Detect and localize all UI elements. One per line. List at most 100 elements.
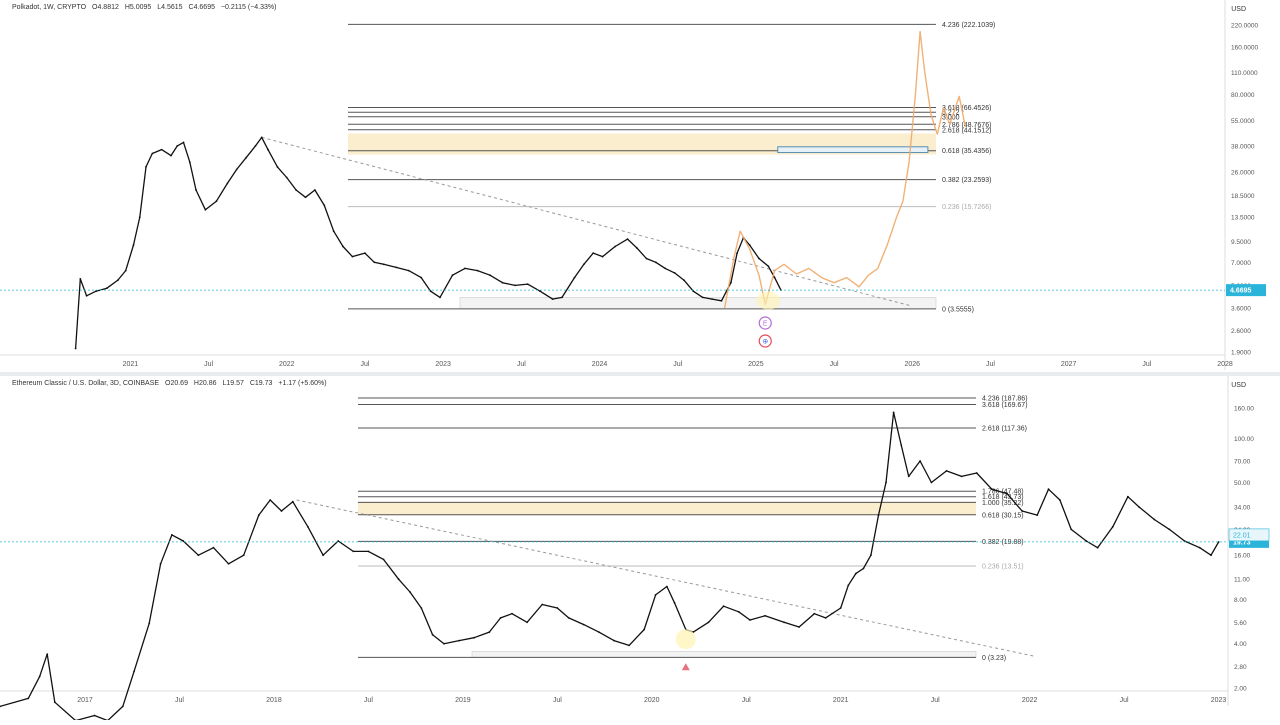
price-point xyxy=(961,476,963,478)
highlight-circle xyxy=(676,629,696,649)
price-point xyxy=(1112,526,1114,528)
price-point xyxy=(863,568,865,570)
price-point xyxy=(1048,488,1050,490)
price-point xyxy=(574,277,576,279)
price-point xyxy=(583,263,585,265)
price-point xyxy=(170,155,172,157)
price-point xyxy=(364,252,366,254)
price-point xyxy=(991,488,993,490)
price-point xyxy=(452,274,454,276)
price-tick-label: 3.6000 xyxy=(1231,306,1251,313)
price-point xyxy=(267,149,269,151)
price-point xyxy=(86,295,88,297)
time-tick-label: Jul xyxy=(1142,361,1151,368)
legend-low: L19.57 xyxy=(222,380,243,387)
price-point xyxy=(738,611,740,613)
price-point xyxy=(598,631,600,633)
secondary-price-tag: 22.01 xyxy=(1229,529,1269,541)
time-tick-label: 2018 xyxy=(266,697,282,704)
price-point xyxy=(245,157,247,159)
time-tick-label: 2027 xyxy=(1061,361,1077,368)
price-point xyxy=(420,277,422,279)
time-tick-label: Jul xyxy=(1120,697,1129,704)
price-point xyxy=(636,247,638,249)
price-point xyxy=(711,298,713,300)
price-point xyxy=(54,701,56,703)
time-tick-label: 2028 xyxy=(1217,361,1233,368)
legend-change: +1.17 (+5.60%) xyxy=(278,380,326,387)
price-point xyxy=(893,412,895,414)
price-point xyxy=(783,621,785,623)
fib-level-label: 0.236 (15.7266) xyxy=(942,204,991,211)
price-point xyxy=(133,244,135,246)
price-point xyxy=(613,640,615,642)
price-point xyxy=(840,607,842,609)
price-point xyxy=(106,287,108,289)
price-tick-label: 26.0000 xyxy=(1231,169,1255,176)
price-tick-label: 11.00 xyxy=(1234,577,1250,584)
time-tick-label: 2023 xyxy=(435,361,451,368)
price-point xyxy=(395,267,397,269)
legend-low: L4.5615 xyxy=(157,4,182,11)
price-point xyxy=(976,472,978,474)
time-tick-label: Jul xyxy=(931,697,940,704)
price-point xyxy=(500,617,502,619)
price-point xyxy=(151,153,153,155)
price-point xyxy=(646,258,648,260)
time-tick-label: Jul xyxy=(360,361,369,368)
price-point xyxy=(408,270,410,272)
polkadot-chart-pane[interactable]: Polkadot, 1W, CRYPTO O4.8812 H5.0095 L4.… xyxy=(0,0,1280,372)
price-point xyxy=(568,617,570,619)
fib-level-label: 2.618 (44.1512) xyxy=(942,127,991,134)
price-point xyxy=(133,670,135,672)
fib-level-label: 3.618 (169.67) xyxy=(982,402,1028,409)
price-point xyxy=(1021,510,1023,512)
time-tick-label: 2023 xyxy=(1211,697,1227,704)
price-point xyxy=(342,246,344,248)
time-tick-label: Jul xyxy=(204,361,213,368)
price-tick-label: 13.5000 xyxy=(1231,215,1255,222)
price-point xyxy=(674,602,676,604)
price-point xyxy=(458,640,460,642)
etc-chart-svg[interactable]: 160.00100.0070.0050.0034.0024.0016.0011.… xyxy=(0,376,1280,720)
price-tick-label: 34.00 xyxy=(1234,505,1251,512)
polkadot-chart-svg[interactable]: 220.0000160.0000110.000080.000055.000038… xyxy=(0,0,1280,372)
signal-markers: E⊕ xyxy=(759,317,771,347)
legend-open: O4.8812 xyxy=(92,4,119,11)
time-tick-label: Jul xyxy=(673,361,682,368)
price-point xyxy=(1006,493,1008,495)
fib-level-label: 0.236 (13.51) xyxy=(982,564,1024,571)
price-point xyxy=(161,149,163,151)
price-point xyxy=(1070,529,1072,531)
target-box xyxy=(778,147,928,153)
price-point xyxy=(373,261,375,263)
projection-series-line xyxy=(725,32,966,308)
price-tick-label: 50.00 xyxy=(1234,480,1251,487)
fib-level-label: 4.236 (222.1039) xyxy=(942,22,995,29)
etc-chart-pane[interactable]: Ethereum Classic / U.S. Dollar, 3D, COIN… xyxy=(0,376,1280,720)
price-point xyxy=(768,265,770,267)
price-tick-label: 110.0000 xyxy=(1231,70,1258,77)
price-point xyxy=(878,514,880,516)
price-point xyxy=(432,634,434,636)
price-point xyxy=(1153,519,1155,521)
price-point xyxy=(556,607,558,609)
price-point xyxy=(1127,496,1129,498)
time-tick-label: Jul xyxy=(553,697,562,704)
price-axis-unit: USD xyxy=(1231,6,1246,13)
price-point xyxy=(75,348,77,350)
price-point xyxy=(602,256,604,258)
price-point xyxy=(94,715,96,717)
price-point xyxy=(702,297,704,299)
fib-level-label: 0.382 (23.2593) xyxy=(942,177,991,184)
price-point xyxy=(122,706,124,708)
price-point xyxy=(171,534,173,536)
price-point xyxy=(708,621,710,623)
support-zone xyxy=(460,297,936,308)
fib-level-label: 0.382 (19.88) xyxy=(982,539,1024,546)
price-point xyxy=(488,631,490,633)
price-point xyxy=(514,285,516,287)
price-tick-label: 1.9000 xyxy=(1231,350,1251,357)
price-point xyxy=(628,645,630,647)
price-tick-label: 220.0000 xyxy=(1231,23,1258,30)
